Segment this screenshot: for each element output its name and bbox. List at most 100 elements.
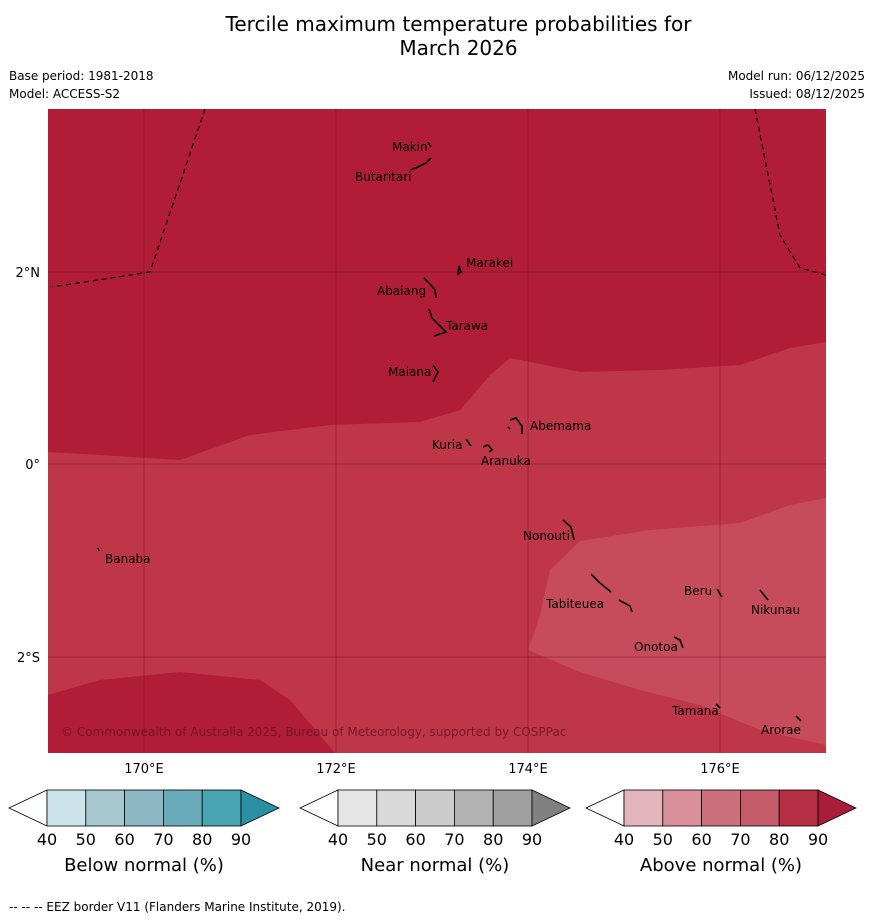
island-nikunau xyxy=(759,589,769,601)
colorbar-tick-label: 50 xyxy=(76,830,96,849)
island-makin xyxy=(427,141,432,148)
lat-label-2s: 2°S xyxy=(17,651,40,666)
colorbar-min-extension xyxy=(8,789,48,827)
lat-label-2n: 2°N xyxy=(16,266,41,281)
eez-border xyxy=(51,108,827,288)
island-onotoa xyxy=(673,636,684,649)
island-tarawa xyxy=(428,308,448,337)
island-butaritari xyxy=(409,157,432,171)
label-nikunau: Nikunau xyxy=(751,603,800,617)
lon-label-176: 176°E xyxy=(700,762,740,777)
copyright-notice: © Commonwealth of Australia 2025, Bureau… xyxy=(61,725,566,739)
colorbar-tick-label: 70 xyxy=(444,830,464,849)
issued-date: Issued: 08/12/2025 xyxy=(749,87,865,101)
model-run: Model run: 06/12/2025 xyxy=(727,69,865,83)
lon-label-170: 170°E xyxy=(124,762,164,777)
colorbar-cell xyxy=(453,789,494,827)
title-line-2: March 2026 xyxy=(399,36,518,60)
island-banaba xyxy=(97,547,100,552)
axis-labels: 2°N 0° 2°S 170°E 172°E 174°E 176°E xyxy=(16,266,740,777)
colorbar-title: Near normal (%) xyxy=(361,855,510,876)
colorbar-cell xyxy=(85,789,126,827)
island-abaiang xyxy=(423,277,437,299)
island-maiana xyxy=(432,364,439,383)
colorbar-title: Above normal (%) xyxy=(640,855,802,876)
eez-footnote: -- -- -- EEZ border V11 (Flanders Marine… xyxy=(9,900,346,914)
island-aranuka xyxy=(482,444,494,453)
label-tarawa: Tarawa xyxy=(445,319,488,333)
colorbar-cell xyxy=(662,789,702,827)
below-normal-colorbar: 40 50 60 70 80 90 Below normal (%) xyxy=(8,789,280,876)
label-maiana: Maiana xyxy=(388,365,431,379)
colorbar-title: Below normal (%) xyxy=(64,855,224,876)
colorbar-cell xyxy=(162,789,203,827)
colorbar-tick-label: 90 xyxy=(231,830,251,849)
colorbar-cell xyxy=(201,789,242,827)
colorbar-tick-label: 50 xyxy=(653,830,673,849)
colorbar-tick-label: 80 xyxy=(483,830,503,849)
colorbar-cell xyxy=(376,789,416,827)
colorbar-tick-label: 50 xyxy=(367,830,387,849)
colorbar-tick-label: 80 xyxy=(192,830,212,849)
colorbars: 40 50 60 70 80 90 Below normal (%) 40 50 60 70 80 90… xyxy=(8,789,857,876)
colorbar-cell xyxy=(492,789,533,827)
model-name: Model: ACCESS-S2 xyxy=(9,87,121,101)
eez-line-west xyxy=(51,108,206,288)
colorbar-cell xyxy=(701,789,741,827)
near-normal-colorbar: 40 50 60 70 80 90 Near normal (%) xyxy=(299,789,571,876)
label-banaba: Banaba xyxy=(105,552,151,566)
island-kuria xyxy=(465,438,472,447)
colorbar-tick-label: 60 xyxy=(114,830,134,849)
label-onotoa: Onotoa xyxy=(634,640,678,654)
islands xyxy=(97,141,802,722)
place-labels: Makin Butaritari Marakei Abaiang Tarawa … xyxy=(105,140,801,737)
colorbar-min-extension xyxy=(585,789,625,827)
label-tamana: Tamana xyxy=(671,704,719,718)
title-line-1: Tercile maximum temperature probabilitie… xyxy=(225,12,692,36)
colorbar-max-extension xyxy=(817,789,857,827)
gridlines xyxy=(48,109,826,753)
island-tabiteuea xyxy=(590,573,633,613)
colorbar-min-extension xyxy=(299,789,339,827)
lon-label-172: 172°E xyxy=(316,762,356,777)
colorbar-tick-label: 90 xyxy=(522,830,542,849)
island-marakei xyxy=(456,265,462,276)
colorbar-max-extension xyxy=(531,789,571,827)
meta-left: Base period: 1981-2018 Model: ACCESS-S2 xyxy=(9,69,154,105)
colorbar-cell xyxy=(337,789,378,827)
colorbar-tick-label: 40 xyxy=(37,830,57,849)
eez-line-east xyxy=(754,108,827,276)
colorbar-tick-label: 70 xyxy=(730,830,750,849)
colorbar-tick-label: 90 xyxy=(808,830,828,849)
colorbar-max-extension xyxy=(240,789,280,827)
island-beru xyxy=(716,588,723,598)
colorbar-cell xyxy=(740,789,780,827)
colorbar-tick-label: 60 xyxy=(691,830,711,849)
label-arorae: Arorae xyxy=(761,723,801,737)
island-nonouti xyxy=(562,519,575,541)
map-title: Tercile maximum temperature probabilitie… xyxy=(0,12,873,60)
colorbar-tick-label: 80 xyxy=(769,830,789,849)
island-abemama xyxy=(507,417,523,434)
above-normal-colorbar: 40 50 60 70 80 90 Above normal (%) xyxy=(585,789,857,876)
label-kuria: Kuria xyxy=(432,438,463,452)
label-marakei: Marakei xyxy=(466,256,513,270)
lon-label-174: 174°E xyxy=(508,762,548,777)
label-abemama: Abemama xyxy=(530,419,591,433)
colorbar-cell xyxy=(124,789,164,827)
island-tamana xyxy=(715,703,721,709)
label-tabiteuea: Tabiteuea xyxy=(545,597,604,611)
label-nonouti: Nonouti xyxy=(523,529,570,543)
meta-right: Model run: 06/12/2025 Issued: 08/12/2025 xyxy=(728,69,865,105)
probability-fill xyxy=(48,109,826,753)
colorbar-cell xyxy=(623,789,664,827)
colorbar-tick-label: 70 xyxy=(153,830,173,849)
colorbar-cell xyxy=(778,789,819,827)
zone-light xyxy=(528,498,826,745)
base-period: Base period: 1981-2018 xyxy=(9,69,154,83)
colorbar-tick-label: 40 xyxy=(614,830,634,849)
colorbar-tick-label: 40 xyxy=(328,830,348,849)
label-abaiang: Abaiang xyxy=(377,284,426,298)
colorbar-tick-label: 60 xyxy=(405,830,425,849)
